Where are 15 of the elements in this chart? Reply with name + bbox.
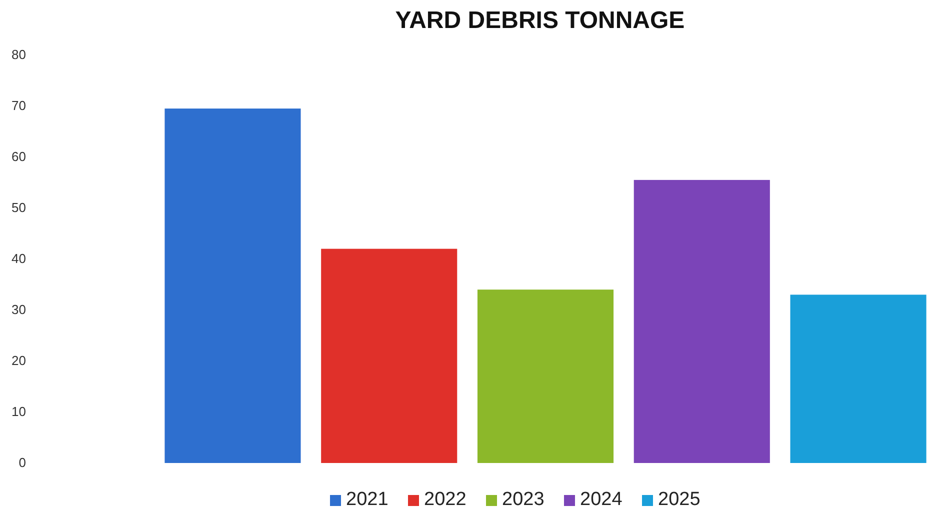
y-tick-label: 20 (12, 353, 26, 368)
y-tick-label: 0 (18, 455, 26, 470)
legend-label: 2024 (580, 489, 623, 510)
legend-label: 2025 (658, 489, 700, 510)
y-tick-label: 60 (12, 149, 26, 164)
y-tick-label: 50 (12, 200, 26, 216)
legend-label: 2021 (346, 489, 388, 510)
y-tick-label: 40 (12, 251, 26, 266)
legend-label: 2022 (424, 489, 466, 510)
y-tick-label: 70 (12, 98, 26, 114)
y-tick-label: 10 (12, 404, 26, 420)
chart-title: YARD DEBRIS TONNAGE (395, 7, 685, 34)
y-tick-label: 80 (12, 47, 26, 62)
y-tick-label: 30 (12, 302, 26, 318)
legend-label: 2023 (502, 489, 544, 510)
